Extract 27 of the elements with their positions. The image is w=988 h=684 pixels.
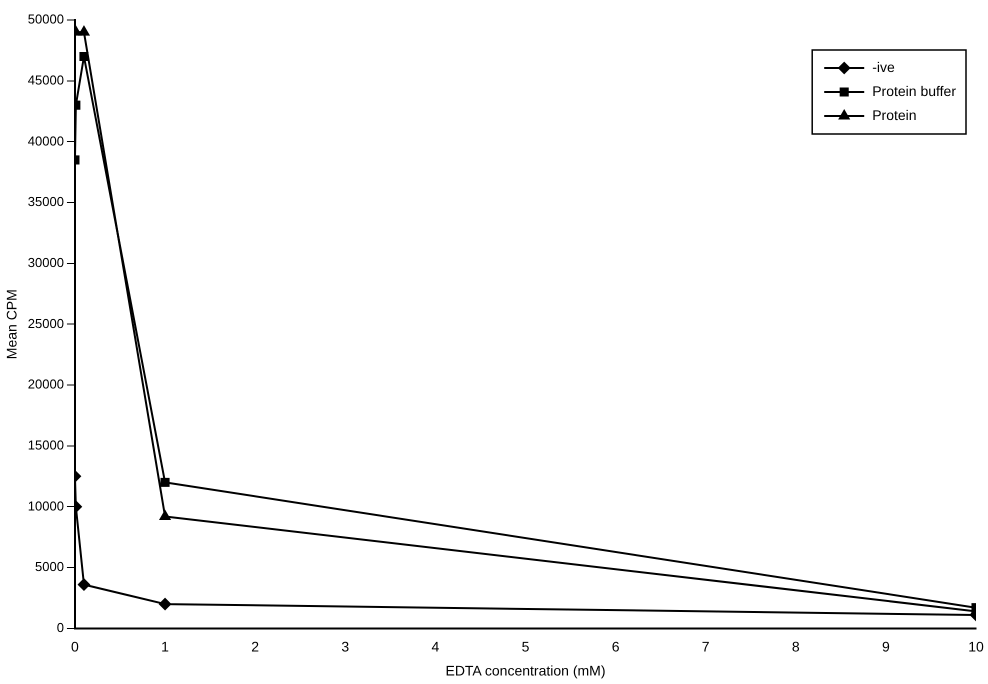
x-tick-label: 1 bbox=[161, 638, 170, 655]
x-tick-label: 0 bbox=[71, 638, 80, 655]
x-tick-label: 5 bbox=[522, 638, 530, 655]
y-tick-label: 45000 bbox=[28, 72, 64, 88]
x-tick-label: 6 bbox=[612, 638, 620, 655]
x-tick-label: 8 bbox=[792, 638, 800, 655]
x-tick-label: 3 bbox=[341, 638, 350, 655]
y-tick-label: 10000 bbox=[28, 498, 64, 514]
x-tick-label: 7 bbox=[702, 638, 710, 655]
y-tick-label: 35000 bbox=[28, 194, 64, 210]
y-tick-label: 5000 bbox=[35, 559, 64, 574]
y-tick-label: 15000 bbox=[28, 437, 64, 452]
legend-label: Protein bbox=[872, 106, 917, 123]
x-tick-label: 9 bbox=[882, 638, 890, 655]
x-tick-label: 2 bbox=[251, 638, 260, 655]
y-tick-label: 25000 bbox=[28, 316, 64, 331]
legend-label: Protein buffer bbox=[872, 82, 956, 99]
y-tick-label: 0 bbox=[56, 620, 64, 635]
x-tick-label: 4 bbox=[431, 638, 440, 655]
x-tick-label: 10 bbox=[968, 638, 984, 655]
legend-label: -ive bbox=[872, 58, 895, 75]
x-axis-title: EDTA concentration (mM) bbox=[445, 662, 606, 678]
y-tick-label: 40000 bbox=[28, 133, 64, 148]
y-tick-label: 50000 bbox=[28, 12, 64, 27]
y-tick-label: 20000 bbox=[28, 376, 64, 392]
y-axis-title: Mean CPM bbox=[3, 289, 20, 360]
y-tick-label: 30000 bbox=[28, 254, 64, 270]
